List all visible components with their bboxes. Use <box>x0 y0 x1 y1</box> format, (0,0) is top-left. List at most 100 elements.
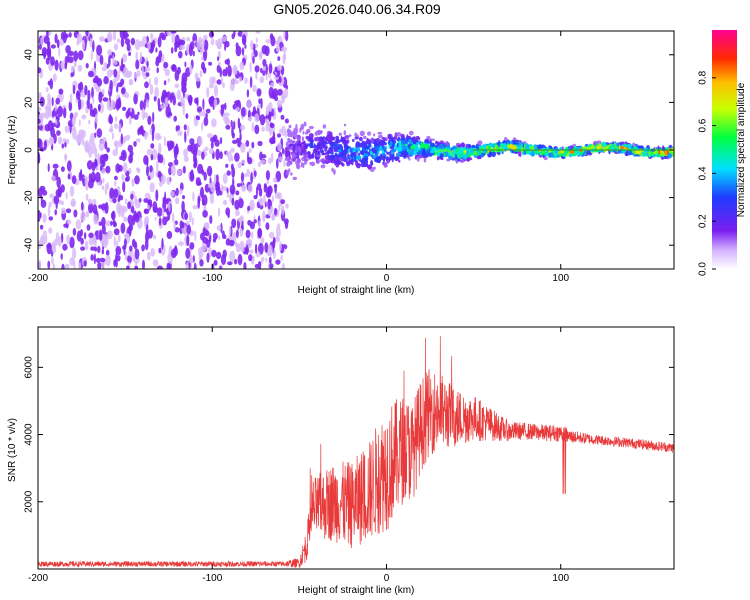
spectrogram-noise-cell <box>117 97 121 108</box>
spectrogram-noise-cell <box>231 197 235 206</box>
spectrogram-noise-cell <box>163 135 166 147</box>
spectrogram-band-cell <box>500 143 506 149</box>
spectrogram-noise-cell <box>65 191 68 200</box>
spectrogram-noise-cell <box>260 159 266 165</box>
spectrogram-band-cell <box>308 154 312 160</box>
spectrogram-noise-cell <box>265 109 269 116</box>
spectrogram-noise-cell <box>161 237 164 250</box>
spectrogram-noise-cell <box>38 44 42 50</box>
spectrogram-noise-cell <box>265 170 270 181</box>
spectrogram-band-cell <box>410 145 415 150</box>
spectrogram-noise-cell <box>43 35 50 45</box>
spectrogram-noise-cell <box>244 77 248 84</box>
spectrogram-noise-cell <box>44 123 51 132</box>
spectrogram-y-ticks: -40 -20 0 20 40 <box>24 49 674 253</box>
spectrogram-noise-cell <box>101 224 106 235</box>
spectrogram-noise-cell <box>254 124 260 135</box>
spectrogram-noise-cell <box>113 68 118 78</box>
spectrogram-noise-cell <box>84 240 89 251</box>
spectrogram-noise-cell <box>225 124 231 130</box>
spectrogram-noise-cell <box>176 125 180 131</box>
spectrogram-noise-cell <box>122 53 127 63</box>
spectrogram-band-cell <box>370 162 374 166</box>
spectrogram-noise-cell <box>191 216 194 226</box>
spectrogram-noise-cell <box>68 101 73 112</box>
spectrogram-band-cell <box>396 132 402 137</box>
spectrogram-noise-cell <box>128 71 132 77</box>
spectrogram-noise-cell <box>274 184 277 194</box>
spectrogram-noise-cell <box>149 182 155 193</box>
spectrogram-noise-cell <box>147 115 152 126</box>
spectrogram-noise-cell <box>69 123 72 134</box>
spectrogram-noise-cell <box>55 97 60 105</box>
colorbar-tick-label: 0.6 <box>698 118 709 132</box>
spectrogram-noise-cell <box>212 237 217 243</box>
spectrogram-noise-cell <box>169 93 173 104</box>
spectrogram-noise-cell <box>199 70 203 78</box>
spectrogram-noise-cell <box>128 223 134 232</box>
spectrogram-noise-cell <box>91 87 94 99</box>
spectrogram-band-cell <box>460 160 465 163</box>
spectrogram-noise-cell <box>142 259 145 269</box>
spectrogram-band-cell <box>450 151 456 156</box>
spectrogram-noise-cell <box>154 76 159 86</box>
spectrogram-noise-cell <box>284 31 289 42</box>
spectrogram-band-cell <box>355 155 362 161</box>
spectrogram-band-cell <box>387 133 393 140</box>
spectrogram-noise-cell <box>279 241 282 252</box>
spectrogram-noise-cell <box>235 45 242 57</box>
spectrogram-noise-cell <box>215 251 222 260</box>
spectrogram-noise-cell <box>266 120 270 127</box>
spectrogram-noise-cell <box>159 32 166 39</box>
spectrogram-band-cell <box>337 149 342 153</box>
spectrogram-noise-cell <box>112 220 117 226</box>
spectrogram-noise-cell <box>235 107 240 112</box>
spectrogram-noise-cell <box>81 39 86 51</box>
colorbar-gradient <box>712 30 737 269</box>
spectrogram-noise-cell <box>281 125 287 137</box>
spectrogram-noise-cell <box>166 207 169 216</box>
spectrogram-band-cell <box>321 152 325 156</box>
spectrogram-noise-cell <box>213 84 219 97</box>
spectrogram-noise-cell <box>245 229 251 239</box>
x-tick-label: 100 <box>552 273 569 284</box>
spectrogram-band-cell <box>398 140 402 147</box>
spectrogram-noise-cell <box>241 247 245 252</box>
spectrogram-band-cell <box>466 149 470 156</box>
spectrogram-noise-cell <box>90 50 93 61</box>
spectrogram-noise-cell <box>261 126 265 132</box>
spectrogram-band-cell <box>362 135 367 140</box>
spectrogram-noise-cell <box>259 197 264 207</box>
spectrogram-noise-cell <box>45 87 49 93</box>
spectrogram-band-cell <box>287 139 293 145</box>
spectrogram-noise-cell <box>67 173 71 180</box>
spectrogram-band-cell <box>517 150 521 157</box>
spectrogram-noise-cell <box>226 170 231 176</box>
spectrogram-band-cell <box>393 157 396 160</box>
colorbar-ticks: 0.0 0.2 0.4 0.6 0.8 <box>698 70 716 276</box>
spectrogram-noise-cell <box>171 64 177 71</box>
spectrogram-noise-cell <box>70 125 76 132</box>
spectrogram-noise-cell <box>199 259 204 267</box>
y-tick-label: 4000 <box>24 423 35 446</box>
spectrogram-band-cell <box>367 131 372 136</box>
spectrogram-noise-cell <box>187 173 190 178</box>
spectrogram-noise-cell <box>51 122 57 128</box>
spectrogram-band-cell <box>331 151 334 156</box>
spectrogram-noise-cell <box>152 201 158 213</box>
spectrogram-noise-cell <box>69 257 76 266</box>
spectrogram-noise-cell <box>217 38 223 50</box>
spectrogram-band-cell <box>352 153 356 157</box>
spectrogram-band-cell <box>398 160 401 163</box>
spectrogram-noise-cell <box>186 234 190 247</box>
spectrogram-noise-cell <box>101 249 105 255</box>
spectrogram-noise-cell <box>64 263 70 269</box>
spectrogram-noise-cell <box>197 135 203 147</box>
spectrogram-noise-cell <box>159 243 166 256</box>
spectrogram-noise-cell <box>193 262 197 269</box>
y-tick-label: -40 <box>24 238 35 253</box>
spectrogram-band-cell <box>404 150 407 154</box>
spectrogram-noise-cell <box>234 79 239 85</box>
spectrogram-band-cell <box>509 141 513 145</box>
spectrogram-noise-cell <box>161 53 165 63</box>
